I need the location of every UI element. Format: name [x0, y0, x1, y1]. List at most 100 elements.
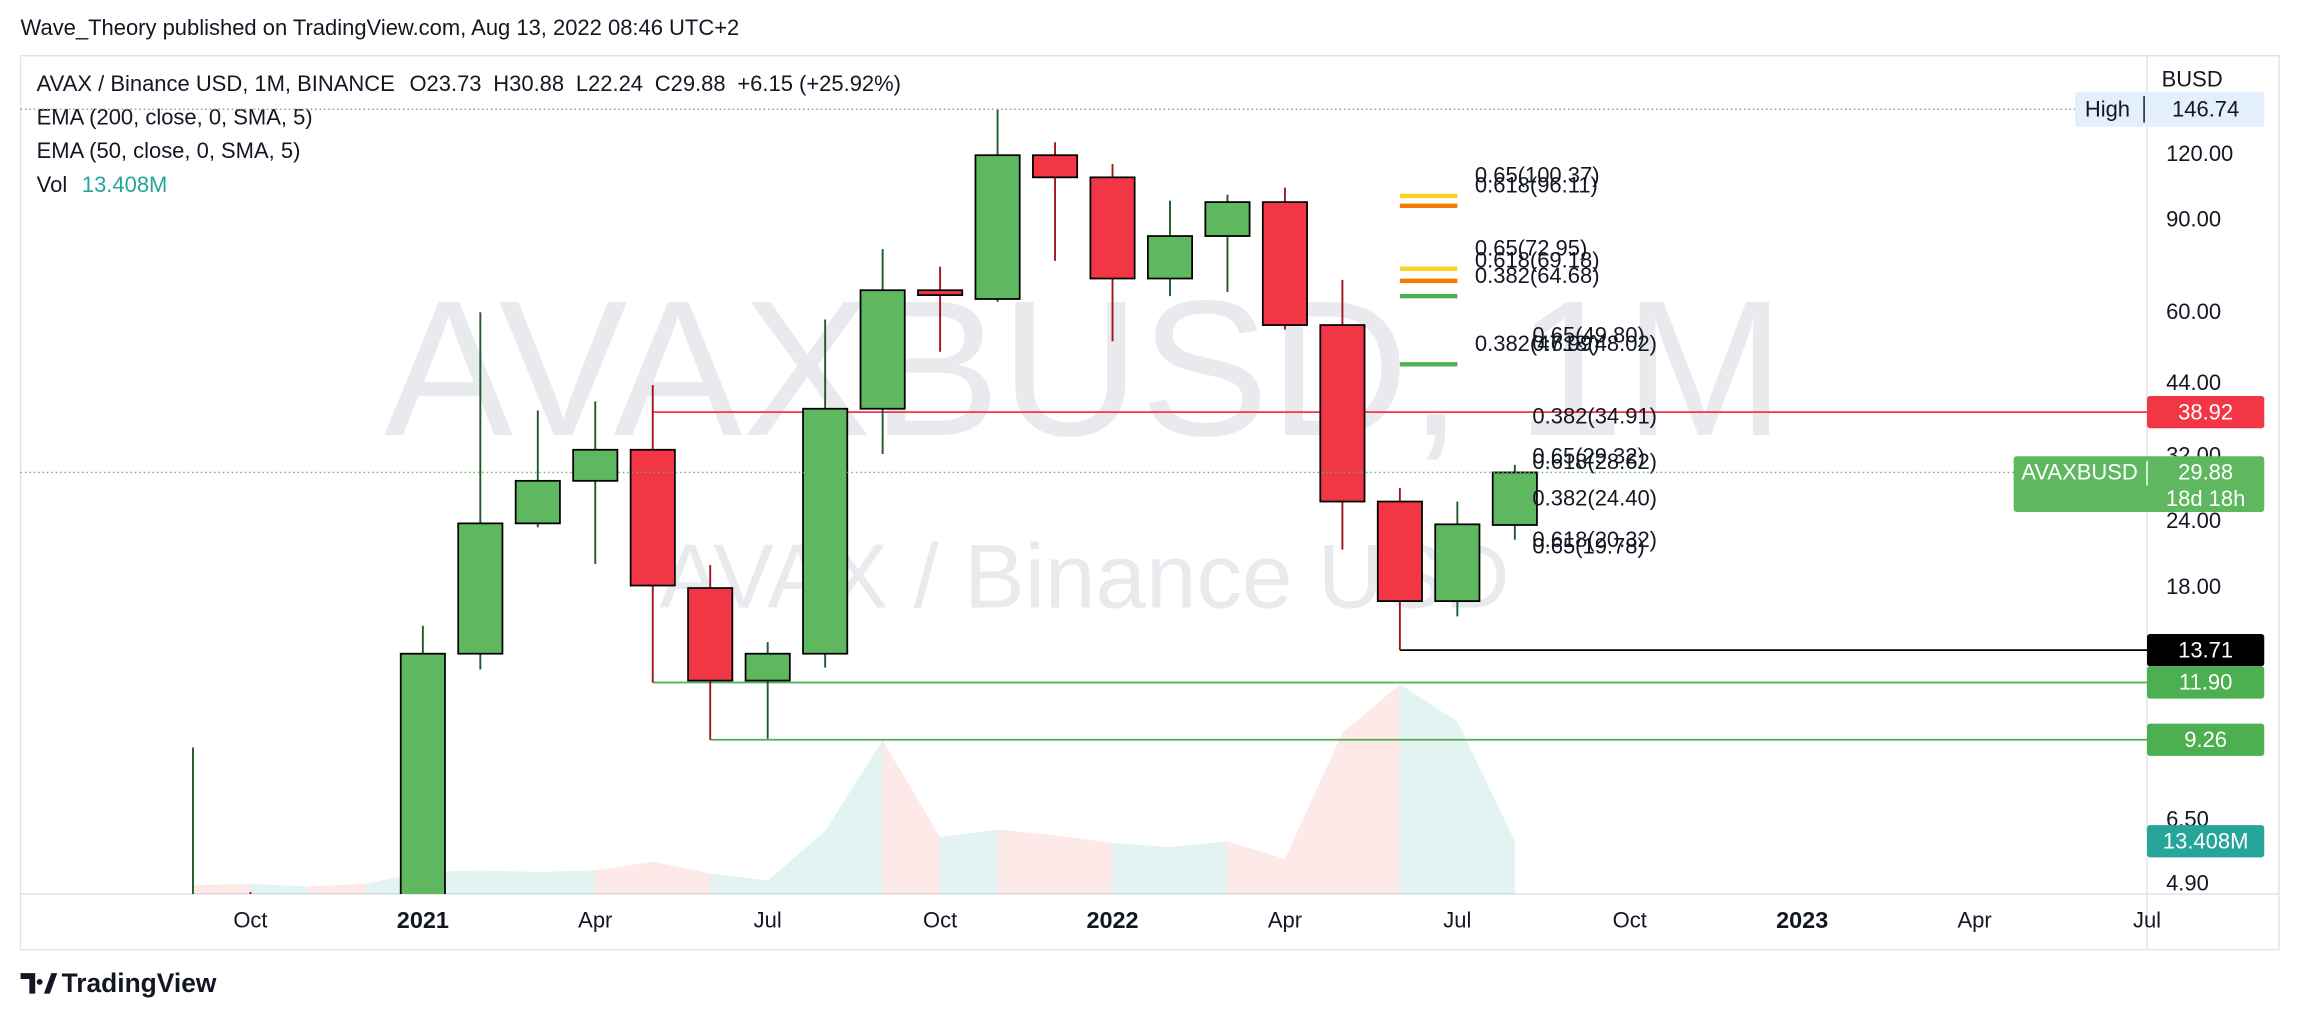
fib-level-label: 0.618(48.02) — [1532, 331, 1657, 356]
x-tick-label: Jul — [1443, 908, 1471, 933]
ohlc-open: O23.73 — [409, 71, 481, 96]
y-tick-label: 18.00 — [2166, 574, 2221, 599]
candle-body — [1032, 154, 1079, 179]
y-tick-label: 60.00 — [2166, 299, 2221, 324]
candle-body — [974, 154, 1021, 300]
price-line-box — [2147, 723, 2265, 756]
candle-body — [1261, 201, 1308, 326]
ohlc-high: H30.88 — [493, 71, 564, 96]
logo-icon — [20, 973, 58, 994]
candle-body — [744, 652, 791, 682]
fib-level-label: 0.65(49.80) — [1532, 323, 1644, 348]
fib-level-label: 0.65(19.78) — [1532, 533, 1644, 558]
volume-area — [250, 883, 308, 894]
fib-level-label: 0.618(28.62) — [1532, 449, 1657, 474]
candle-body — [457, 522, 504, 655]
candle-body — [399, 652, 446, 894]
price-line-label: 38.92 — [2178, 399, 2233, 424]
chart-frame — [19, 54, 2280, 951]
candle-body — [514, 479, 561, 525]
volume-area — [537, 870, 596, 894]
x-tick-label: Apr — [578, 908, 612, 933]
volume-area — [1284, 732, 1343, 894]
candle-body — [1319, 324, 1366, 503]
bar-countdown: 18d 18h — [2166, 486, 2245, 511]
volume-area — [192, 883, 251, 894]
fib-level-label: 0.382(34.91) — [1532, 404, 1657, 429]
x-tick-label: Apr — [1268, 908, 1302, 933]
volume-area — [1342, 684, 1400, 894]
indicator-legend[interactable]: EMA (50, close, 0, SMA, 5) — [37, 138, 301, 163]
brand-name: TradingView — [62, 968, 217, 998]
volume-area — [1169, 841, 1228, 894]
volume-area — [940, 829, 998, 894]
ohlc-low: L22.24 — [576, 71, 643, 96]
volume-legend[interactable]: Vol 13.408M — [37, 172, 168, 197]
volume-area — [767, 831, 826, 894]
candle-body — [572, 448, 619, 482]
y-tick-label: 44.00 — [2166, 370, 2221, 395]
volume-box-label: 13.408M — [2163, 829, 2249, 854]
x-tick-label: Oct — [923, 908, 957, 933]
watermark-subtitle: AVAX / Binance USD — [659, 526, 1509, 627]
high-box-label: High — [2085, 97, 2130, 122]
x-tick-label: 2023 — [1776, 907, 1828, 933]
y-tick-label: 4.90 — [2166, 871, 2209, 896]
last-price-symbol: AVAXBUSD — [2021, 460, 2137, 485]
symbol-title: AVAX / Binance USD, 1M, BINANCE — [37, 71, 395, 96]
fib-level-label: 0.65(72.95) — [1475, 236, 1587, 261]
x-tick-label: Oct — [1613, 908, 1647, 933]
currency-label: BUSD — [2162, 66, 2223, 91]
price-line-box — [2147, 634, 2265, 667]
fib-level-label: 0.382(64.68) — [1475, 263, 1600, 288]
candle-body — [859, 289, 906, 410]
volume-area — [480, 870, 538, 894]
last-price-box — [2013, 456, 2265, 512]
fib-level-label: 0.618(69.18) — [1475, 248, 1600, 273]
legend-header: AVAX / Binance USD, 1M, BINANCE O23.73 H30… — [37, 71, 901, 96]
fib-level-label: 0.618(20.32) — [1532, 527, 1657, 552]
volume-area — [1457, 721, 1515, 894]
volume-area — [825, 740, 883, 894]
x-tick-label: Jul — [754, 908, 782, 933]
candle-body — [1146, 235, 1193, 280]
volume-value: 13.408M — [82, 172, 167, 197]
y-tick-label: 90.00 — [2166, 207, 2221, 232]
publish-info: Wave_Theory published on TradingView.com… — [21, 15, 740, 40]
indicator-legend[interactable]: EMA (200, close, 0, SMA, 5) — [37, 105, 313, 130]
x-tick-label: Jul — [2133, 908, 2161, 933]
volume-area — [882, 740, 941, 894]
fib-level-label: 0.65(100.37) — [1475, 163, 1600, 188]
fib-level-label: 0.382(47.99) — [1475, 331, 1600, 356]
volume-area — [1112, 842, 1170, 894]
watermark: AVAXBUSD, 1M — [384, 260, 1785, 476]
fib-level-label: 0.618(96.11) — [1475, 173, 1598, 198]
volume-name: Vol — [37, 172, 68, 197]
logo: TradingView — [20, 968, 217, 998]
candle-body — [917, 289, 964, 296]
candle-body — [1434, 523, 1481, 602]
last-price-value: 29.88 — [2178, 460, 2233, 485]
ohlc-close: C29.88 — [655, 71, 726, 96]
x-tick-label: Oct — [233, 908, 267, 933]
candle-body — [629, 448, 676, 587]
volume-area — [1227, 841, 1285, 894]
y-tick-label: 24.00 — [2166, 508, 2221, 533]
x-tick-label: Apr — [1958, 908, 1992, 933]
candle-body — [802, 407, 849, 655]
high-box — [2075, 91, 2265, 127]
price-line-label: 13.71 — [2178, 637, 2233, 662]
fib-level-label: 0.65(29.32) — [1532, 443, 1644, 468]
volume-area — [595, 861, 653, 894]
price-line-box — [2147, 395, 2265, 429]
price-line-label: 9.26 — [2184, 727, 2227, 752]
fib-level-label: 0.382(24.40) — [1532, 485, 1657, 510]
candle-body — [1376, 500, 1423, 602]
x-tick-label: 2021 — [397, 907, 449, 933]
candle-body — [1204, 201, 1251, 237]
price-line-label: 11.90 — [2179, 670, 2232, 695]
volume-area — [997, 829, 1056, 894]
candle-body — [687, 587, 734, 682]
